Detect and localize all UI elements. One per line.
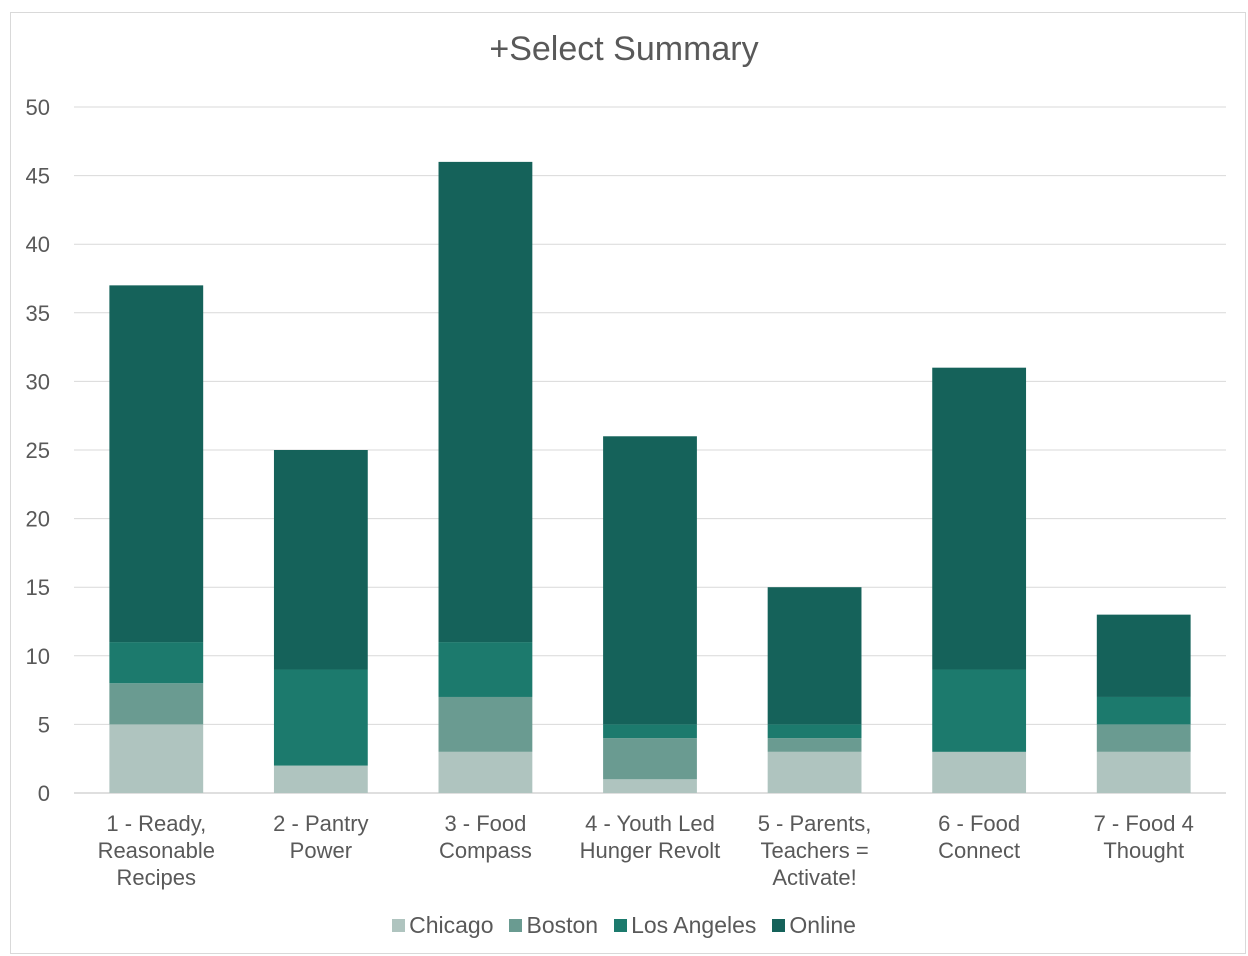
x-tick-label: Teachers = [760,838,868,863]
bar-segment-online [767,587,862,725]
bar-segment-boston [438,696,533,752]
bar-segment-online [1096,614,1191,697]
x-tick-label: Power [290,838,352,863]
bar-segment-chicago [273,765,368,793]
bar-segment-los-angeles [438,642,533,697]
y-tick-label: 45 [26,164,50,189]
x-tick-label: Compass [439,838,532,863]
y-tick-label: 50 [26,95,50,120]
bar-segment-los-angeles [1096,696,1191,725]
legend-swatch [392,919,406,932]
legend-label: Online [789,912,856,938]
bar-segment-online [932,367,1027,670]
legend-swatch [772,919,786,932]
bar-segment-boston [1096,724,1191,752]
bar-segment-online [273,450,368,670]
bar-segment-chicago [1096,751,1191,793]
bar-segment-chicago [932,751,1027,793]
legend-item: Chicago [392,912,493,939]
y-tick-label: 0 [38,781,50,806]
y-tick-label: 40 [26,232,50,257]
legend-item: Online [772,912,856,939]
x-tick-label: 1 - Ready, [106,811,206,836]
legend-label: Boston [526,912,599,938]
bar-segment-online [603,436,697,725]
y-tick-label: 30 [26,369,50,394]
bar-segment-los-angeles [109,642,204,684]
x-tick-label: 4 - Youth Led [585,811,715,836]
bar-segment-los-angeles [767,724,862,739]
bar-segment-los-angeles [932,669,1027,752]
x-tick-label: Connect [938,838,1020,863]
bar-segment-online [109,285,204,643]
y-tick-label: 10 [26,644,50,669]
x-tick-label: 7 - Food 4 [1094,811,1194,836]
y-tick-label: 20 [26,507,50,532]
legend-swatch [614,919,628,932]
x-tick-label: 5 - Parents, [758,811,872,836]
x-tick-label: Recipes [117,865,196,890]
x-tick-label: 6 - Food [938,811,1020,836]
x-tick-label: Hunger Revolt [580,838,721,863]
y-tick-label: 35 [26,301,50,326]
legend-item: Los Angeles [614,912,756,939]
bar-segment-boston [109,683,204,725]
y-tick-label: 25 [26,438,50,463]
y-tick-label: 15 [26,575,50,600]
x-tick-label: 2 - Pantry [273,811,368,836]
bar-segment-boston [603,738,697,780]
legend-label: Los Angeles [631,912,757,938]
x-tick-label: Activate! [772,865,856,890]
bar-segment-boston [767,738,862,752]
bar-segment-online [438,161,533,643]
bar-segment-chicago [603,779,697,793]
x-tick-label: Thought [1103,838,1184,863]
bar-segment-chicago [438,751,533,793]
bar-segment-chicago [109,724,204,793]
x-tick-label: 3 - Food [444,811,526,836]
bar-segment-los-angeles [603,724,697,739]
x-tick-label: Reasonable [98,838,215,863]
bar-segment-los-angeles [273,669,368,766]
chart-title: +Select Summary [489,30,759,68]
chart-legend: Chicago Boston Los Angeles Online [0,912,1248,939]
bar-segment-chicago [767,751,862,793]
legend-item: Boston [509,912,598,939]
legend-label: Chicago [409,912,494,938]
legend-swatch [509,919,523,932]
y-tick-label: 5 [38,712,50,737]
